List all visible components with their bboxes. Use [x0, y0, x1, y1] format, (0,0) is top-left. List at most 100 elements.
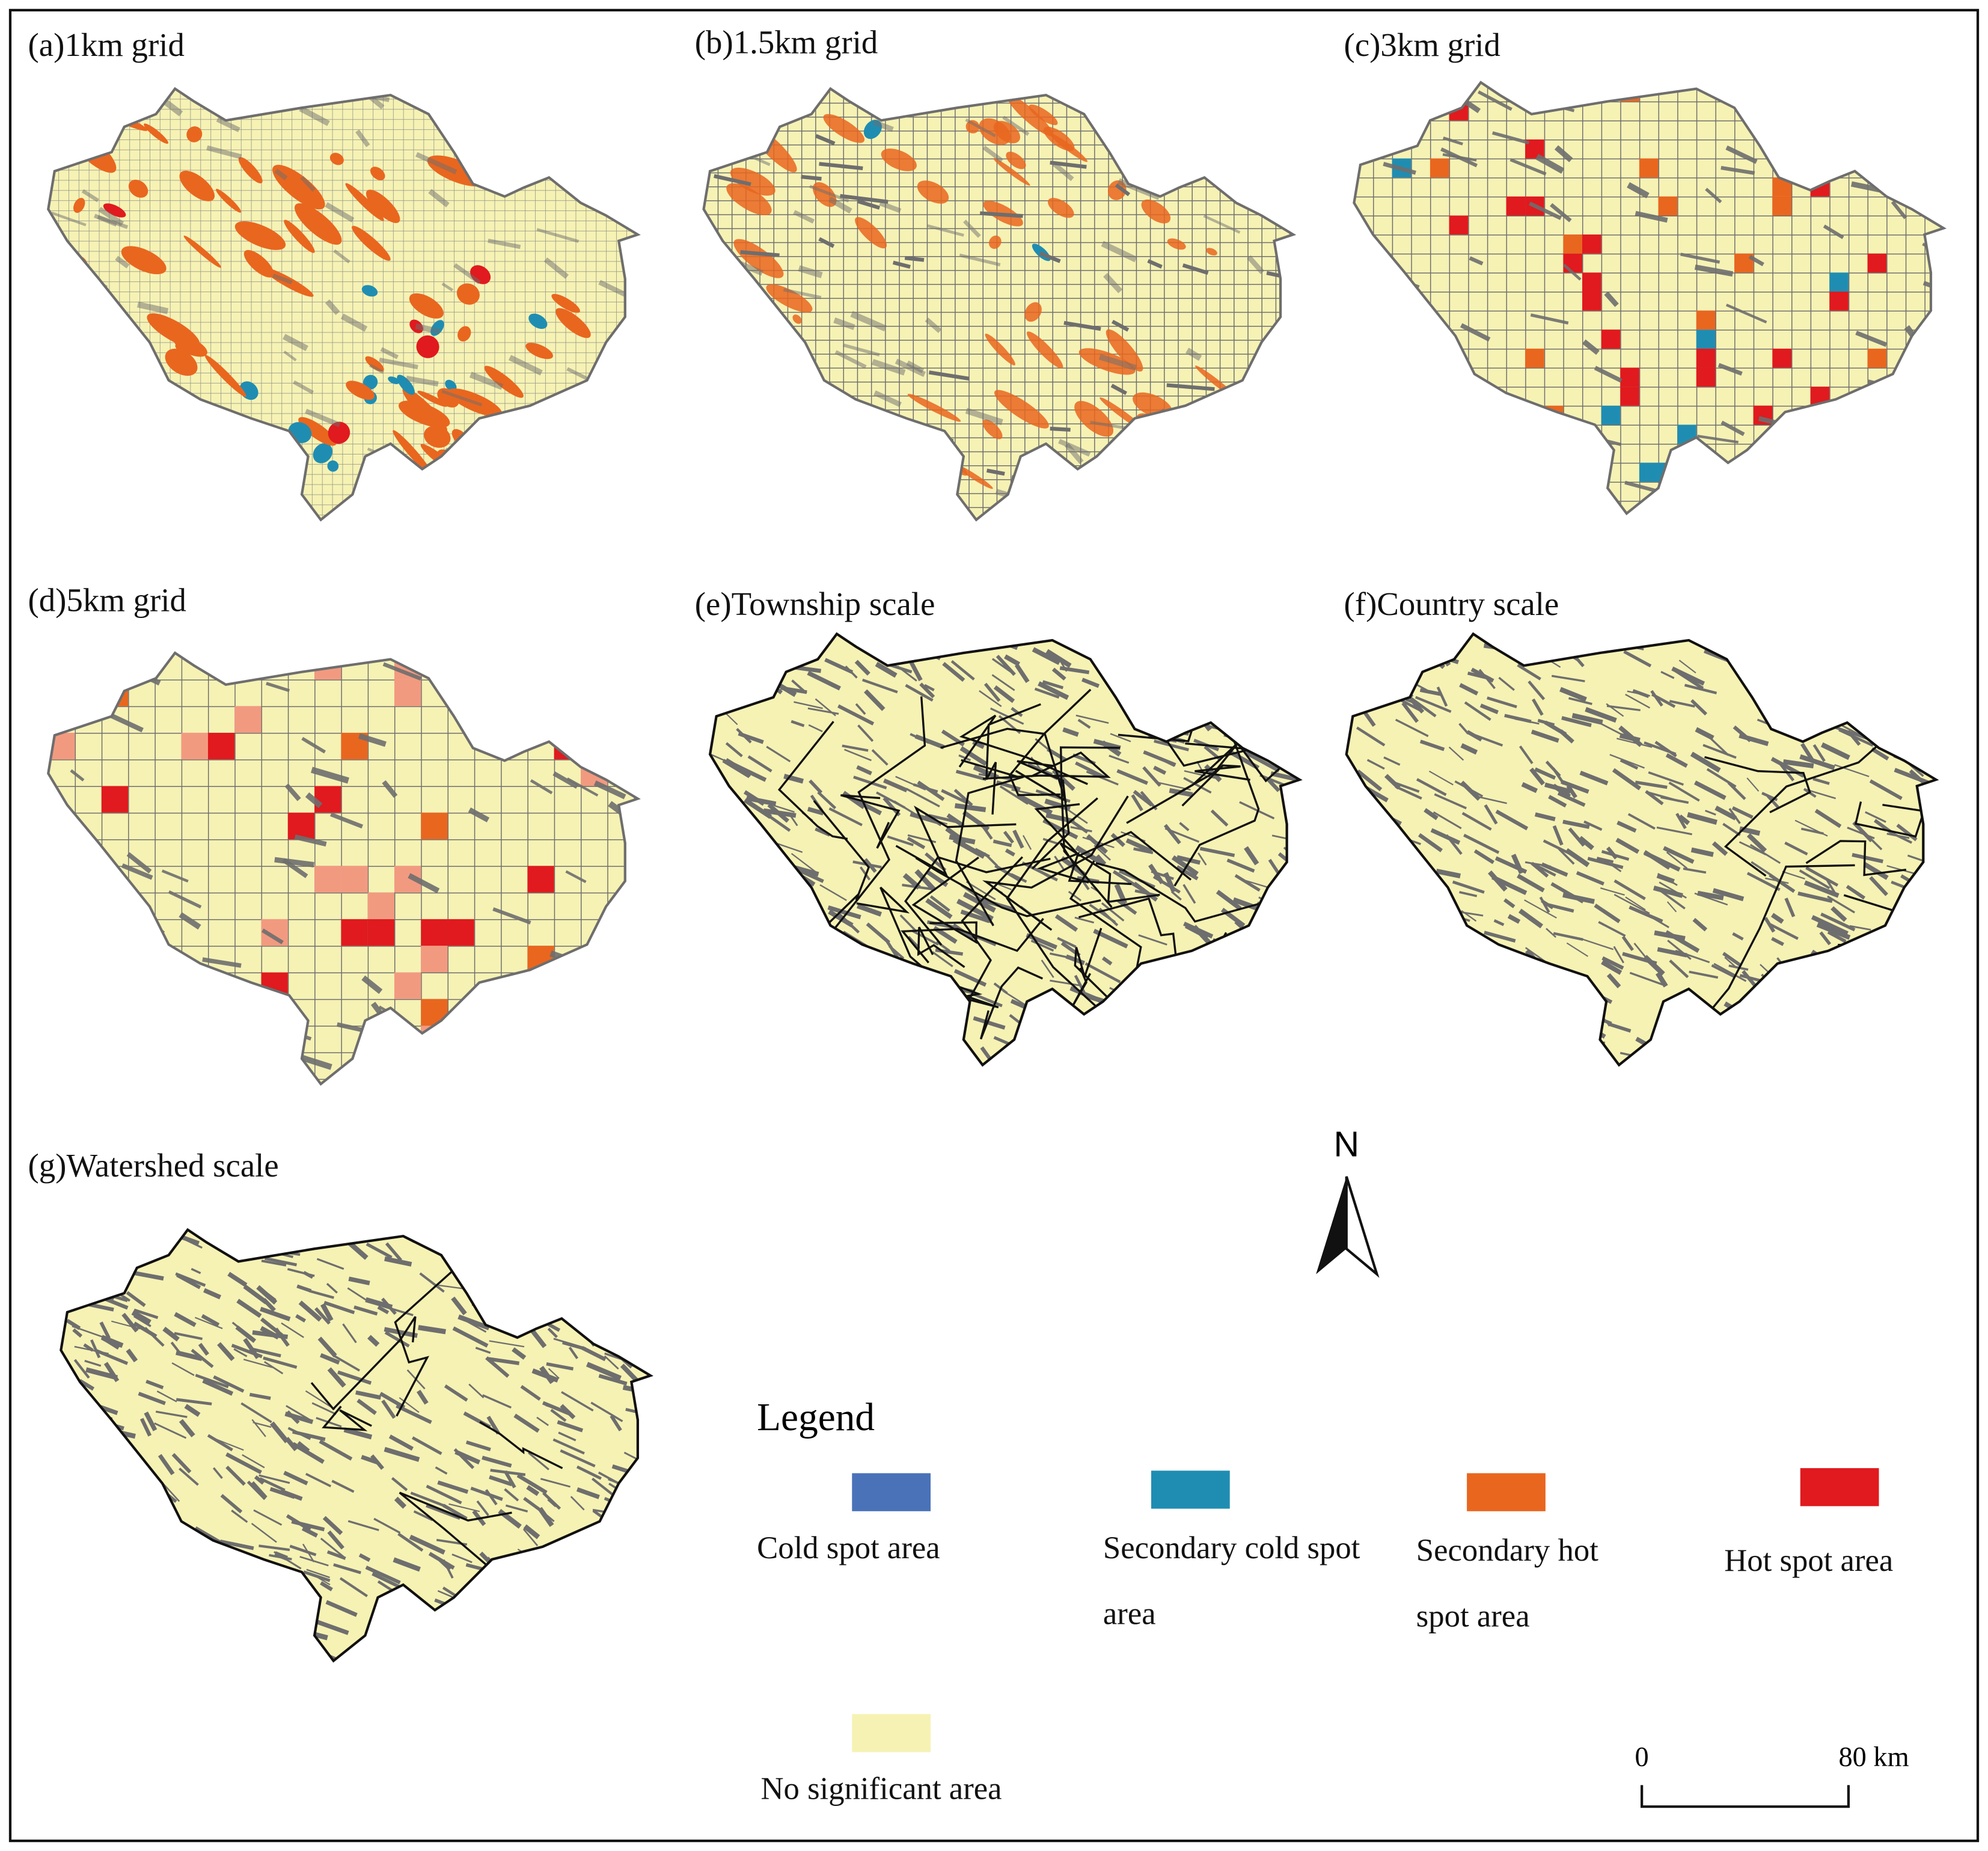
gray-texture — [503, 1470, 516, 1488]
gray-texture — [1864, 668, 1887, 682]
gray-texture — [191, 1348, 214, 1368]
gray-texture — [925, 898, 953, 919]
grid-spot — [1430, 158, 1449, 178]
grid-spot — [1696, 310, 1716, 330]
gray-texture — [1012, 1040, 1035, 1057]
gray-texture — [433, 1644, 465, 1650]
gray-texture — [1404, 951, 1436, 960]
gray-texture — [397, 1532, 424, 1552]
gray-texture — [109, 1439, 127, 1449]
gray-texture — [372, 1572, 403, 1590]
gray-texture — [992, 839, 1012, 848]
gray-texture — [1532, 969, 1561, 979]
spot — [417, 391, 448, 407]
gray-texture — [536, 1416, 549, 1427]
gray-texture — [1203, 215, 1241, 234]
gray-texture — [365, 1242, 393, 1259]
spot — [533, 423, 554, 439]
gray-texture — [167, 1538, 182, 1557]
gray-texture — [613, 1494, 623, 1503]
map-panel — [48, 89, 652, 520]
gray-texture — [133, 1315, 151, 1327]
spot — [234, 221, 286, 250]
gray-texture — [1276, 1033, 1292, 1050]
gray-texture — [272, 274, 293, 285]
gray-texture — [1265, 1023, 1292, 1036]
gray-texture — [255, 1666, 275, 1672]
gray-texture — [1604, 1063, 1616, 1065]
gray-texture — [1933, 669, 1936, 681]
gray-texture — [1746, 833, 1767, 853]
gray-texture — [221, 1579, 244, 1588]
gray-texture — [155, 1651, 181, 1661]
gray-texture — [88, 1302, 114, 1312]
gray-texture — [1582, 339, 1600, 355]
gray-texture — [1826, 135, 1853, 155]
gray-texture — [1171, 855, 1199, 877]
gray-texture — [241, 1234, 266, 1242]
gray-texture — [201, 1314, 220, 1327]
map-body — [48, 88, 638, 520]
gray-texture — [576, 1487, 600, 1499]
gray-texture — [108, 1620, 126, 1630]
gray-texture — [773, 804, 795, 813]
gray-texture — [246, 1565, 264, 1585]
gray-texture — [1183, 777, 1212, 794]
gray-texture — [961, 634, 993, 647]
gray-texture — [728, 944, 750, 951]
gray-texture — [1627, 813, 1656, 830]
gray-texture — [1136, 702, 1150, 714]
gray-texture — [791, 720, 805, 727]
spot — [917, 180, 949, 204]
spot — [1237, 411, 1247, 421]
grid-spot — [421, 1026, 448, 1053]
map-body — [1346, 634, 1936, 1084]
gray-texture — [915, 641, 944, 656]
spot — [1205, 418, 1225, 438]
gray-texture — [991, 674, 1015, 691]
gray-texture — [365, 1565, 401, 1585]
gray-texture — [521, 718, 552, 735]
grid-spot — [1772, 424, 1792, 444]
gray-texture — [1817, 1013, 1829, 1021]
gray-texture — [1360, 1006, 1388, 1025]
gray-texture — [604, 1593, 640, 1605]
gray-texture — [1105, 1024, 1121, 1039]
gray-texture — [1609, 1023, 1632, 1033]
legend-label-box: No significant area — [760, 1772, 1002, 1807]
grid-spot — [75, 653, 102, 680]
gray-texture — [1210, 147, 1240, 158]
gray-texture — [1042, 680, 1064, 690]
grid-spot — [341, 919, 368, 946]
spot — [327, 460, 339, 472]
gray-texture — [921, 989, 953, 1011]
gray-texture — [1082, 636, 1112, 646]
gray-texture — [1459, 891, 1478, 898]
gray-texture — [1042, 837, 1058, 845]
gray-texture — [1667, 940, 1692, 960]
gray-texture — [1291, 635, 1300, 656]
gray-texture — [1878, 1068, 1894, 1084]
gray-texture — [176, 1350, 203, 1361]
gray-texture — [590, 1401, 623, 1422]
gray-texture — [1778, 678, 1801, 690]
gray-texture — [216, 117, 240, 132]
gray-texture — [1781, 980, 1806, 991]
gray-texture — [520, 1384, 541, 1401]
gray-texture — [1898, 968, 1915, 978]
legend-label: Cold spot area — [757, 1531, 940, 1566]
gray-texture — [996, 655, 1016, 676]
gray-texture — [1732, 932, 1744, 941]
gray-texture — [841, 1042, 871, 1062]
gray-texture — [274, 1327, 290, 1347]
gray-texture — [1683, 867, 1707, 874]
spot — [475, 458, 533, 486]
gray-texture — [505, 1504, 528, 1513]
gray-texture — [348, 1276, 370, 1286]
gray-texture — [558, 1431, 577, 1442]
gray-texture — [256, 1285, 277, 1303]
spot — [982, 419, 1003, 439]
gray-texture — [1478, 90, 1512, 111]
gray-texture — [656, 1502, 679, 1520]
gray-texture — [748, 880, 762, 897]
